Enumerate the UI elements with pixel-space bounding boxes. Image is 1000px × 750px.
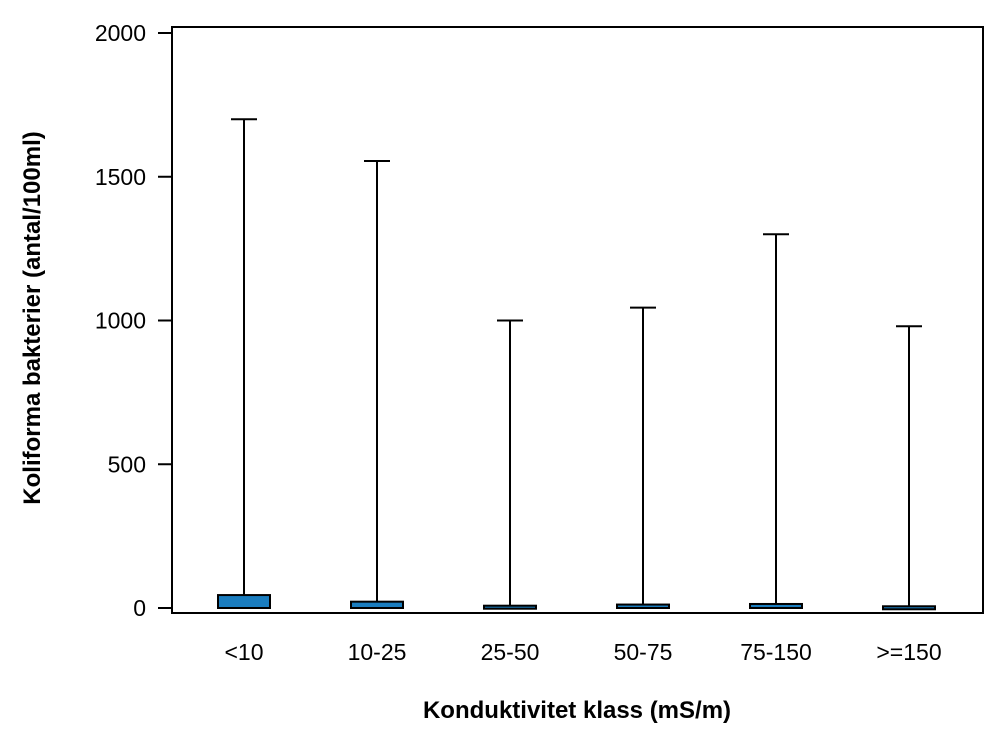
x-tick-label: <10	[224, 639, 263, 665]
box-1	[217, 118, 271, 609]
box-4	[616, 306, 670, 609]
y-axis-title: Koliforma bakterier (antal/100ml)	[19, 131, 46, 504]
boxplot-series	[217, 118, 936, 611]
y-tick-label: 1500	[95, 164, 146, 190]
y-tick-label: 1000	[95, 308, 146, 334]
box-rect	[749, 602, 803, 609]
box-rect	[350, 600, 404, 609]
box-rect	[882, 605, 936, 611]
y-axis-ticks: 0 500 1000 1500 2000	[95, 20, 172, 621]
x-tick-label: >=150	[876, 639, 941, 665]
box-rect	[483, 604, 537, 610]
box-6	[882, 325, 936, 611]
x-tick-label: 10-25	[348, 639, 407, 665]
x-tick-label: 50-75	[614, 639, 673, 665]
box-rect	[217, 594, 271, 609]
x-tick-label: 25-50	[481, 639, 540, 665]
x-axis-title: Konduktivitet klass (mS/m)	[423, 697, 731, 724]
x-tick-label: 75-150	[740, 639, 812, 665]
y-tick-label: 2000	[95, 20, 146, 46]
y-tick-label: 500	[108, 451, 146, 477]
box-rect	[616, 603, 670, 609]
box-2	[350, 159, 404, 609]
x-axis-tick-labels: <10 10-25 25-50 50-75 75-150 >=150	[224, 639, 941, 665]
y-tick-label: 0	[133, 595, 146, 621]
plot-frame	[171, 26, 984, 614]
box-5	[749, 233, 803, 609]
box-3	[483, 319, 537, 610]
